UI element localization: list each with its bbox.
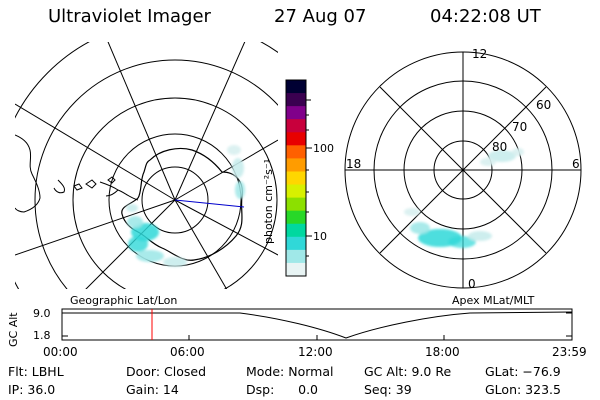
filter-status: Flt: LBHL [8,364,64,379]
seq-status: Seq: 39 [364,382,412,397]
island-coastline [85,179,97,189]
island-coastline [107,176,116,184]
colorbar-band [286,249,306,264]
altitude-y-tick: 9.0 [33,307,51,320]
geo-meridians [15,42,278,289]
sun-direction-line [174,199,245,208]
colorbar-band [286,145,306,159]
colorbar-band [286,171,306,186]
colorbar-band [286,223,306,238]
colorbar-band [286,93,306,107]
altitude-curve [62,311,573,339]
glat-status: GLat: −76.9 [485,364,561,379]
altitude-x-ticks [188,335,445,340]
mlt-label-12: 12 [472,47,488,61]
altitude-x-tick: 12:00 [298,345,333,359]
south-america-coastline [53,179,65,194]
altitude-x-tick: 06:00 [170,345,205,359]
colorbar-band [286,132,306,146]
colorbar-ticks [306,99,312,257]
colorbar-band [286,197,306,212]
colorbar-frame [285,79,307,277]
ip-status: IP: 36.0 [8,382,56,397]
geographic-map [15,42,278,289]
altitude-y-tick: 1.8 [33,329,51,342]
colorbar-tick-10: 10 [313,230,327,243]
dsp-status: Dsp: 0.0 [246,382,319,397]
colorbar-band [286,80,306,94]
colorbar-band [286,262,306,277]
observation-time: 04:22:08 UT [430,6,541,27]
geo-lat-circle [34,59,278,289]
apex-aurora [404,148,524,248]
gc-alt-status: GC Alt: 9.0 Re [364,364,452,379]
antarctica-coastline [121,147,243,261]
altitude-x-tick: 18:00 [425,345,460,359]
observation-date: 27 Aug 07 [274,6,367,27]
geographic-map-label: Geographic Lat/Lon [70,294,178,307]
geo-aurora [126,145,245,267]
colorbar-band [286,119,306,133]
altitude-axis-label: GC Alt [7,312,20,347]
colorbar-band [286,106,306,120]
colorbar-band [286,158,306,172]
instrument-title: Ultraviolet Imager [48,6,211,27]
gain-status: Gain: 14 [126,382,179,397]
mode-status: Mode: Normal [246,364,334,379]
colorbar [286,80,306,277]
south-america-coastline [15,134,41,213]
colorbar-unit-label: photon cm⁻²s⁻¹ [262,158,275,244]
mlt-label-18: 18 [346,157,362,171]
door-status: Door: Closed [126,364,207,379]
colorbar-band [286,236,306,251]
mlt-label-6: 6 [572,157,580,171]
mlat-label-60: 60 [536,98,552,112]
mlat-label-70: 70 [512,120,528,134]
island-coastline [73,183,83,191]
colorbar-band [286,184,306,199]
colorbar-tick-100: 100 [313,142,334,155]
altitude-x-tick: 00:00 [43,345,78,359]
mlt-label-0: 0 [468,277,476,291]
altitude-x-tick: 23:59 [552,345,587,359]
glon-status: GLon: 323.5 [485,382,561,397]
mlat-label-80: 80 [492,140,508,154]
antarctic-peninsula [99,181,139,201]
apex-map [344,51,582,289]
geo-lat-circle [72,97,278,289]
geo-lat-circle [141,166,209,234]
apex-diagonal [379,86,547,254]
apex-map-label: Apex MLat/MLT [452,294,535,307]
colorbar-band [286,210,306,225]
